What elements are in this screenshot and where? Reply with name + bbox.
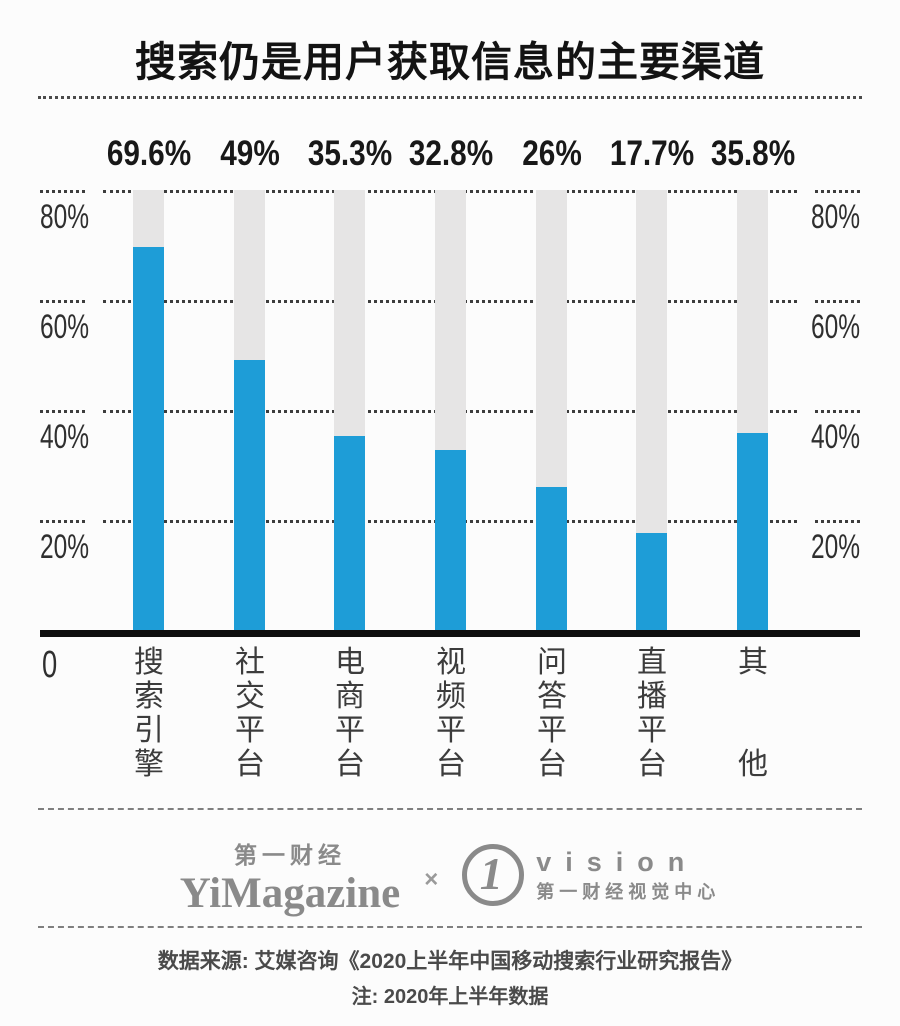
x-axis-category-label-社交平台: 社交平台: [233, 648, 267, 780]
category-char: 平: [235, 714, 265, 747]
category-char: 搜: [134, 646, 164, 679]
vision-circle-one-icon: 1: [462, 844, 525, 906]
category-char: 直: [637, 646, 667, 679]
title-separator: [38, 96, 862, 99]
vision-logo: 1 vision 第一财经视觉中心: [462, 844, 720, 906]
y-tick-segment-left-60: [40, 300, 85, 303]
bar-fill-问答平台: [536, 487, 567, 630]
category-char: 引: [134, 714, 164, 747]
bar-value-label: 35.3%: [307, 134, 393, 173]
category-char: 播: [637, 680, 667, 713]
category-char: 平: [537, 714, 567, 747]
category-char: 他: [738, 748, 768, 781]
x-axis-line: [40, 630, 860, 637]
y-axis-label-right-40: 40%: [810, 418, 860, 456]
category-char: 台: [335, 748, 365, 781]
y-tick-segment-right-80: [815, 190, 860, 193]
category-char: 台: [436, 748, 466, 781]
footer-separator-bottom: [38, 926, 862, 928]
y-axis-label-left-60: 60%: [40, 308, 90, 346]
x-axis-category-label-问答平台: 问答平台: [535, 648, 569, 780]
y-axis-label-right-20: 20%: [810, 528, 860, 566]
y-tick-segment-right-40: [815, 410, 860, 413]
source-line-1: 数据来源: 艾媒咨询《2020上半年中国移动搜索行业研究报告》: [157, 950, 743, 973]
category-char: 台: [537, 748, 567, 781]
vision-one-glyph: 1: [479, 848, 503, 899]
y-axis-label-left-20: 20%: [40, 528, 90, 566]
bar-value-label: 32.8%: [408, 134, 494, 173]
category-char: 视: [436, 646, 466, 679]
y-axis-label-left-40: 40%: [40, 418, 90, 456]
origin-label: 0: [42, 644, 58, 686]
category-char: 擎: [134, 748, 164, 781]
footer-separator-top: [38, 808, 862, 810]
y-tick-segment-left-40: [40, 410, 85, 413]
bar-value-label: 17.7%: [609, 134, 695, 173]
source-line-2: 注: 2020年上半年数据: [351, 986, 549, 1008]
y-tick-segment-right-20: [815, 520, 860, 523]
bar-fill-电商平台: [334, 436, 365, 630]
category-char: 台: [637, 748, 667, 781]
category-char: 答: [537, 680, 567, 713]
category-char: 商: [335, 680, 365, 713]
brand-row: 第一财经 YiMagazine × 1 vision 第一财经视觉中心: [0, 830, 900, 920]
bar-value-label: 49%: [220, 134, 280, 173]
bar-value-label: 26%: [522, 134, 582, 173]
bar-value-label: 35.8%: [710, 134, 796, 173]
bar-fill-其他: [737, 433, 768, 630]
category-char: 社: [235, 646, 265, 679]
x-axis-category-label-其他: 其他: [736, 648, 770, 780]
category-char: 台: [235, 748, 265, 781]
category-char: 频: [436, 680, 466, 713]
category-char: 问: [537, 646, 567, 679]
vision-cn-label: 第一财经视觉中心: [536, 882, 721, 902]
yimagazine-cn-label: 第一财经: [233, 841, 346, 868]
bar-fill-社交平台: [234, 360, 265, 630]
bar-fill-搜索引擎: [133, 247, 164, 630]
bar-fill-视频平台: [435, 450, 466, 630]
category-char: 平: [436, 714, 466, 747]
vision-wordmark: vision: [536, 847, 699, 877]
cross-icon: ×: [424, 866, 439, 893]
y-tick-segment-left-20: [40, 520, 85, 523]
category-char: 平: [335, 714, 365, 747]
category-char: 索: [134, 680, 164, 713]
y-axis-label-left-80: 80%: [40, 198, 90, 236]
bar-fill-直播平台: [636, 533, 667, 630]
y-axis-label-right-60: 60%: [810, 308, 860, 346]
category-char: 其: [738, 646, 768, 679]
y-tick-segment-left-80: [40, 190, 85, 193]
yimagazine-wordmark: YiMagazine: [179, 869, 401, 917]
x-axis-category-label-视频平台: 视频平台: [434, 648, 468, 780]
bar-value-label: 69.6%: [106, 134, 192, 173]
x-axis-category-label-搜索引擎: 搜索引擎: [132, 648, 166, 780]
x-axis-category-label-直播平台: 直播平台: [635, 648, 669, 780]
category-char: 电: [335, 646, 365, 679]
vision-logo-text: vision 第一财经视觉中心: [536, 847, 721, 902]
category-char: 交: [235, 680, 265, 713]
page-title: 搜索仍是用户获取信息的主要渠道: [135, 39, 765, 85]
yimagazine-logo: 第一财经 YiMagazine: [180, 836, 401, 915]
y-axis-label-right-80: 80%: [810, 198, 860, 236]
category-char: 平: [637, 714, 667, 747]
y-tick-segment-right-60: [815, 300, 860, 303]
x-axis-category-label-电商平台: 电商平台: [333, 648, 367, 780]
